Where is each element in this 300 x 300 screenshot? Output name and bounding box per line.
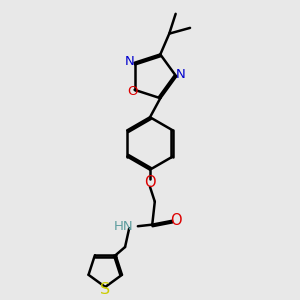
- Text: O: O: [144, 175, 156, 190]
- Text: O: O: [128, 85, 138, 98]
- Text: N: N: [125, 55, 135, 68]
- Text: O: O: [170, 213, 182, 228]
- Text: S: S: [100, 282, 110, 297]
- Text: HN: HN: [113, 220, 133, 233]
- Text: N: N: [176, 68, 186, 81]
